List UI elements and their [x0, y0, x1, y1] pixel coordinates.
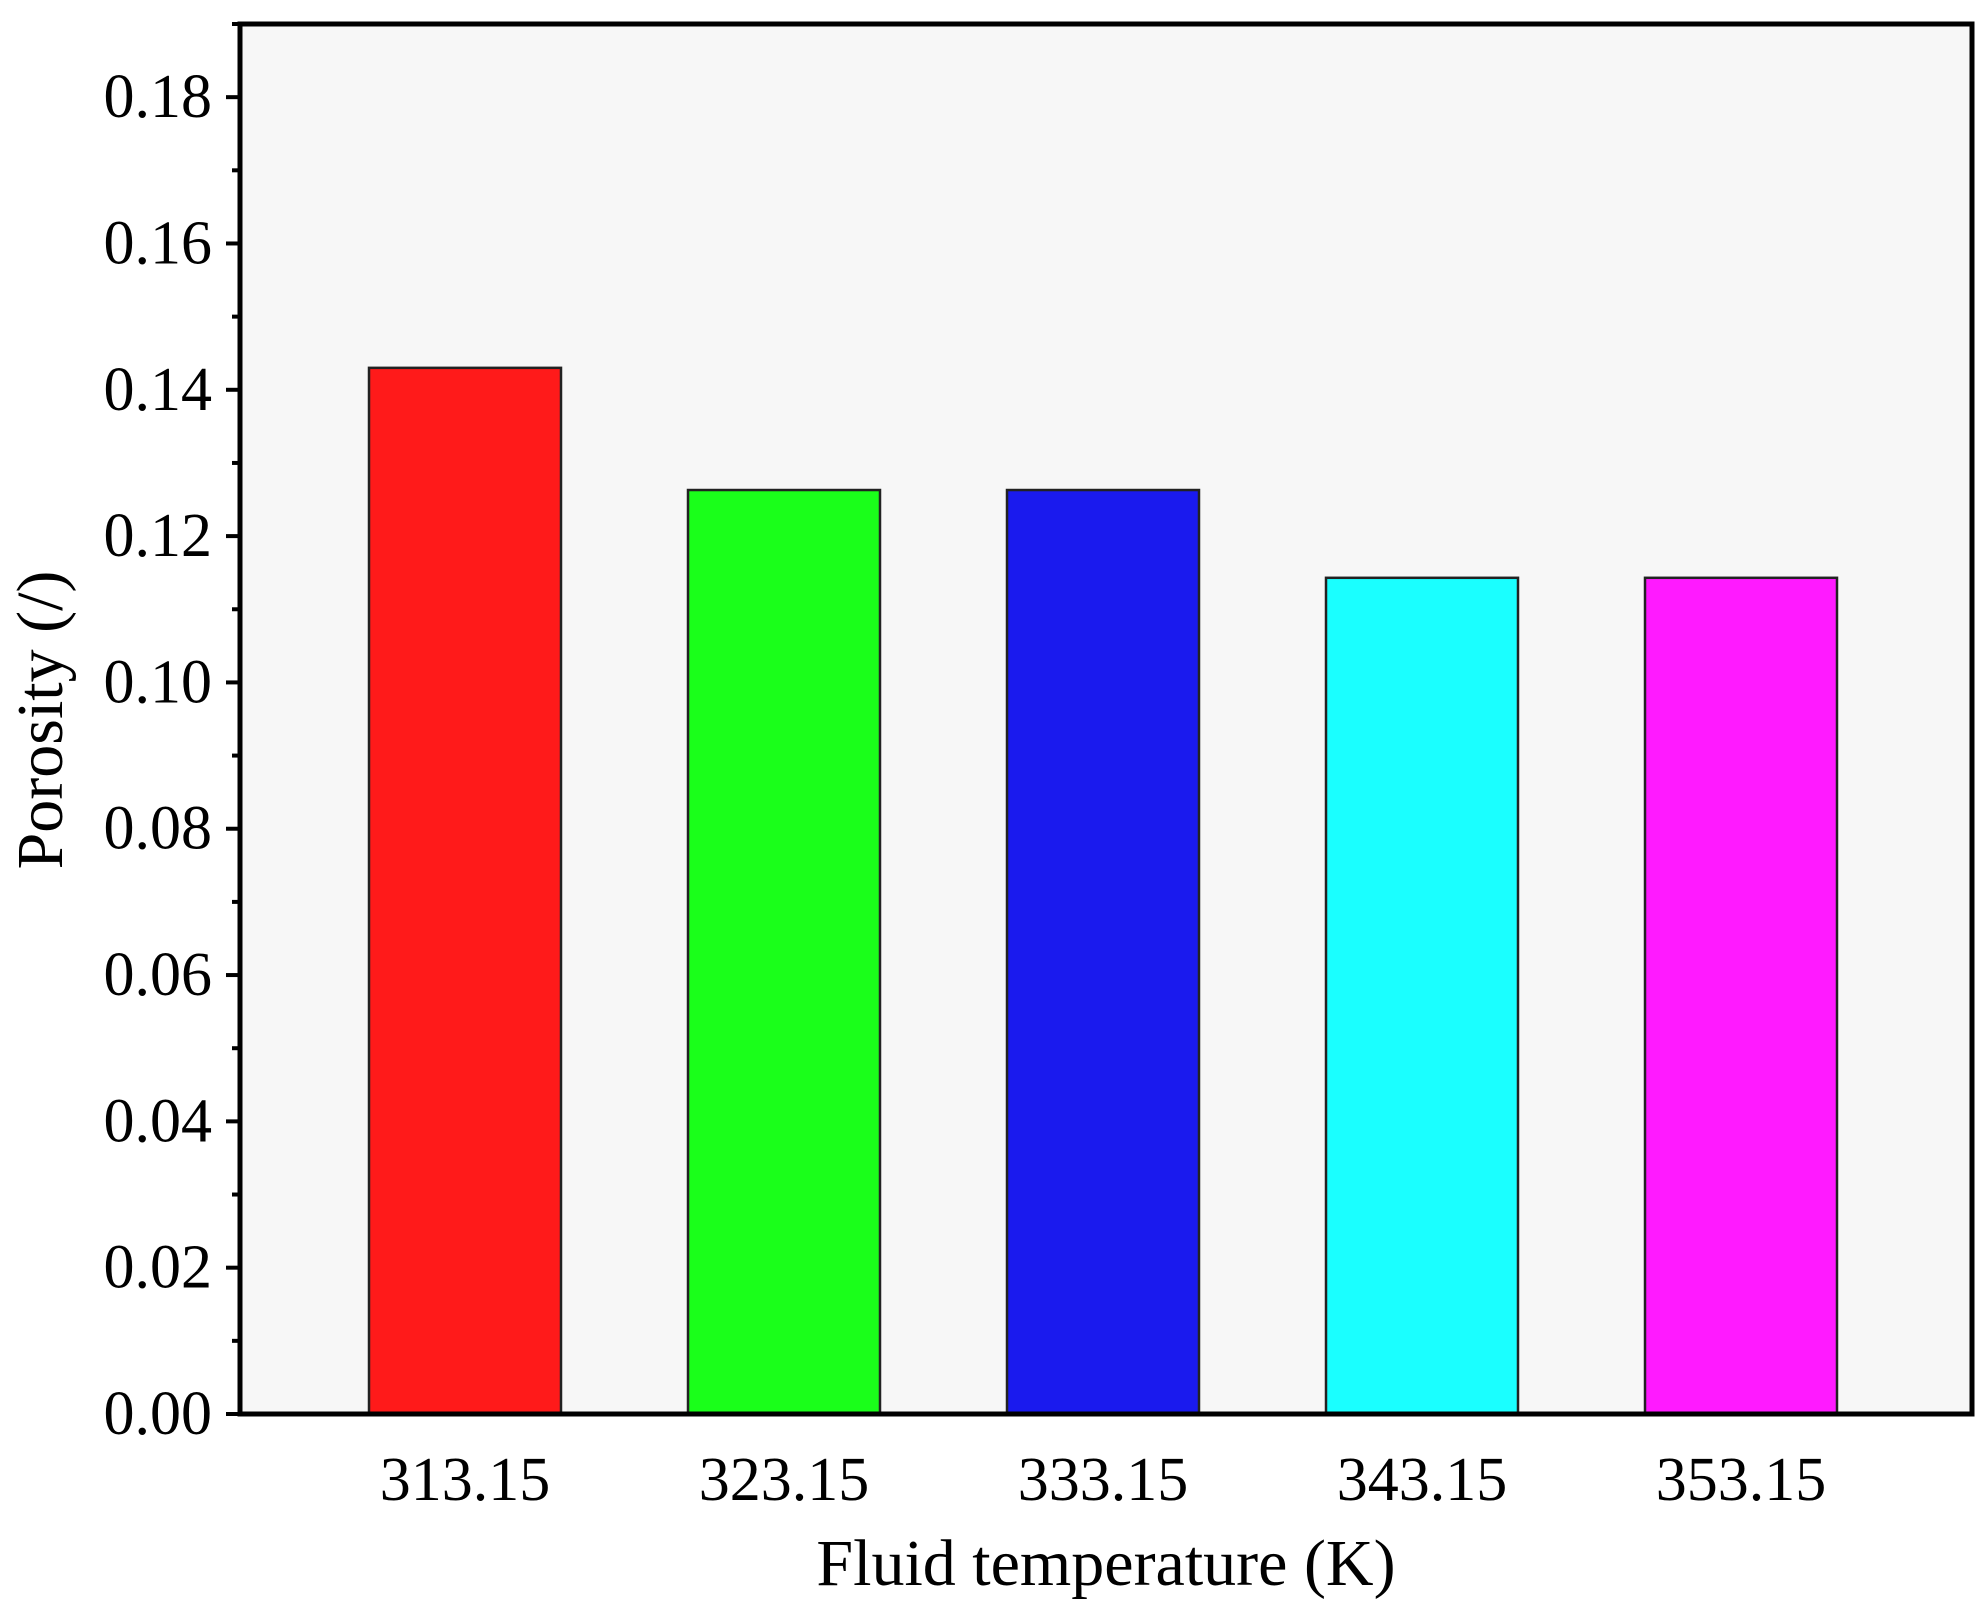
y-tick-label: 0.04: [104, 1087, 213, 1155]
bars: [367, 366, 1839, 1416]
y-tick-label: 0.12: [104, 502, 213, 570]
y-tick-label: 0.18: [104, 63, 213, 131]
y-tick-label: 0.00: [104, 1380, 213, 1448]
bar-313.15: [367, 366, 563, 1416]
x-axis-title: Fluid temperature (K): [816, 1527, 1395, 1600]
x-axis-tick-labels: 313.15 323.15 333.15 343.15 353.15: [380, 1446, 1827, 1514]
y-axis-ticks: 0.00 0.02 0.04 0.06 0.08 0.10 0.12 0.14 0.16 0.18: [104, 22, 240, 1448]
x-tick-label: 343.15: [1337, 1446, 1508, 1514]
bar-353.15: [1643, 576, 1839, 1416]
y-tick-label: 0.16: [104, 209, 213, 277]
x-tick-label: 313.15: [380, 1446, 551, 1514]
x-tick-label: 323.15: [699, 1446, 870, 1514]
y-tick-label: 0.14: [104, 356, 213, 424]
bar-343.15: [1324, 576, 1520, 1416]
x-tick-label: 333.15: [1018, 1446, 1189, 1514]
y-tick-label: 0.06: [104, 941, 213, 1009]
bar-323.15: [686, 488, 882, 1416]
bar-333.15: [1005, 488, 1201, 1416]
y-tick-label: 0.08: [104, 795, 213, 863]
y-tick-label: 0.10: [104, 648, 213, 716]
y-tick-label: 0.02: [104, 1234, 213, 1302]
y-axis-title: Porosity (/): [4, 571, 77, 870]
x-tick-label: 353.15: [1656, 1446, 1827, 1514]
plot-frame: [237, 21, 1975, 1417]
